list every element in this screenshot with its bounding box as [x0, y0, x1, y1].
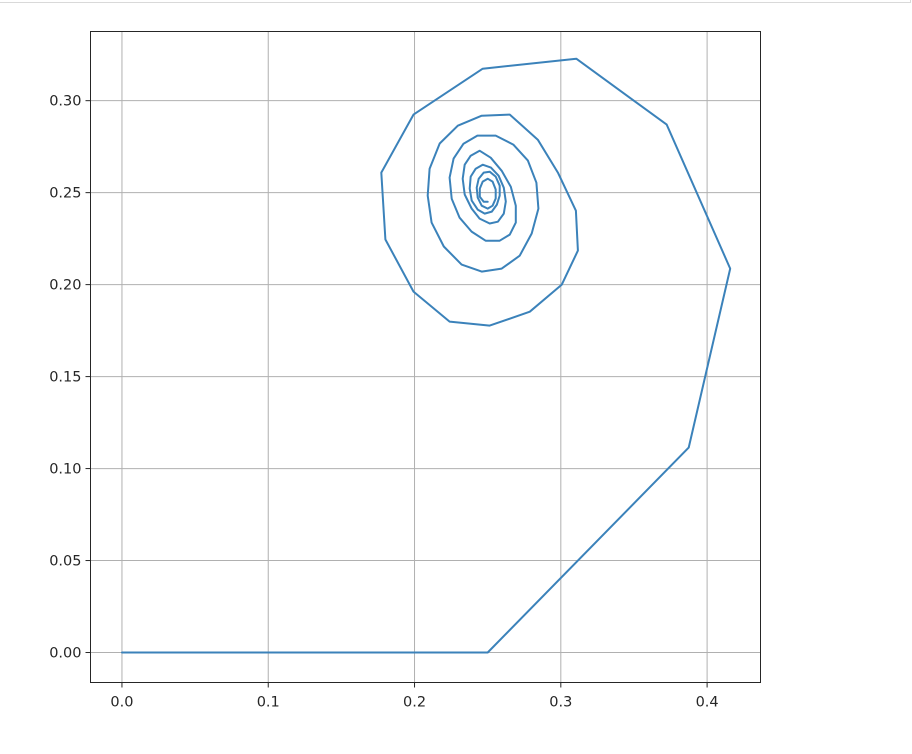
y-tick-label: 0.20	[49, 278, 81, 294]
y-tick-label: 0.00	[49, 646, 81, 662]
x-tick-label: 0.2	[403, 695, 426, 711]
grid-lines	[90, 31, 761, 683]
y-tick-label: 0.10	[49, 462, 81, 478]
y-tick-label: 0.25	[49, 186, 81, 202]
x-axis: 0.0 0.1 0.2 0.3 0.4	[110, 682, 719, 711]
x-tick-label: 0.4	[696, 695, 719, 711]
plot-frame	[90, 31, 761, 683]
plot-background	[90, 31, 761, 683]
y-tick-label: 0.05	[49, 554, 81, 570]
x-tick-label: 0.3	[549, 695, 572, 711]
x-tick-label: 0.0	[110, 695, 133, 711]
y-tick-label: 0.30	[49, 94, 81, 110]
trajectory-line	[121, 57, 732, 654]
y-axis: 0.00 0.05 0.10 0.15 0.20 0.25 0.30	[49, 94, 91, 662]
y-tick-label: 0.15	[49, 370, 81, 386]
notebook-cell-edge	[0, 0, 911, 3]
x-tick-label: 0.1	[257, 695, 280, 711]
